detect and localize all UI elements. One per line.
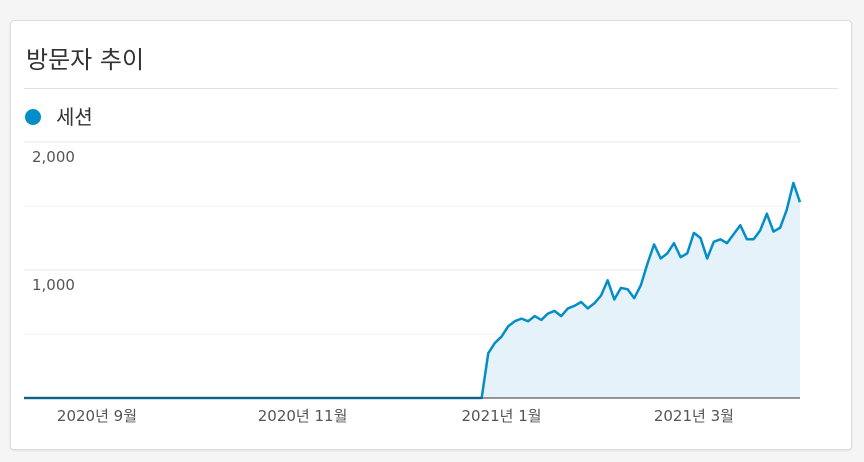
legend-marker — [25, 109, 41, 125]
chart-title: 방문자 추이 — [26, 46, 144, 74]
y-tick-label: 1,000 — [32, 276, 75, 294]
x-tick-label: 2021년 3월 — [654, 407, 734, 425]
legend-label: 세션 — [56, 105, 93, 129]
area — [24, 182, 800, 398]
y-tick-label: 2,000 — [32, 148, 75, 166]
x-tick-label: 2020년 11월 — [258, 407, 348, 425]
x-tick-label: 2020년 9월 — [57, 407, 137, 425]
x-tick-label: 2021년 1월 — [461, 407, 541, 425]
